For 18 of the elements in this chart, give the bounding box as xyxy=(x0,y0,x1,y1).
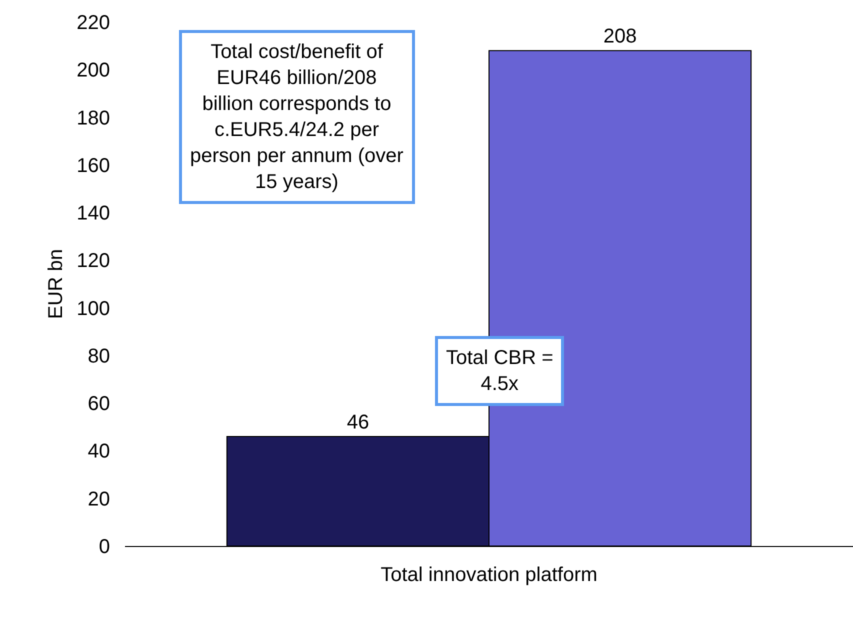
y-axis-title: EUR bn xyxy=(45,248,68,320)
y-tick-label: 160 xyxy=(76,154,110,177)
y-tick-label: 20 xyxy=(88,488,110,510)
y-tick-label: 80 xyxy=(88,345,110,368)
y-tick-label: 180 xyxy=(76,107,110,130)
annotation: Total CBR = 4.5x xyxy=(446,347,554,395)
data-label: 208 xyxy=(603,26,637,48)
y-tick-label: 120 xyxy=(76,250,110,272)
y-tick-label: 140 xyxy=(76,202,110,225)
y-tick-label: 0 xyxy=(98,536,110,558)
y-tick-label: 200 xyxy=(76,60,110,82)
annotation: Total cost/benefit of EUR46 billion/208 billion corresponds to c.EUR5.4/24.2 per person per annum (over 15 years) xyxy=(190,41,404,193)
x-tick-label: Total innovation platform xyxy=(380,564,598,586)
y-tick-label: 220 xyxy=(76,12,110,34)
y-tick-label: 60 xyxy=(88,393,110,416)
y-tick-label: 100 xyxy=(76,298,110,320)
data-label: 46 xyxy=(346,411,370,434)
y-tick-label: 40 xyxy=(88,440,110,463)
